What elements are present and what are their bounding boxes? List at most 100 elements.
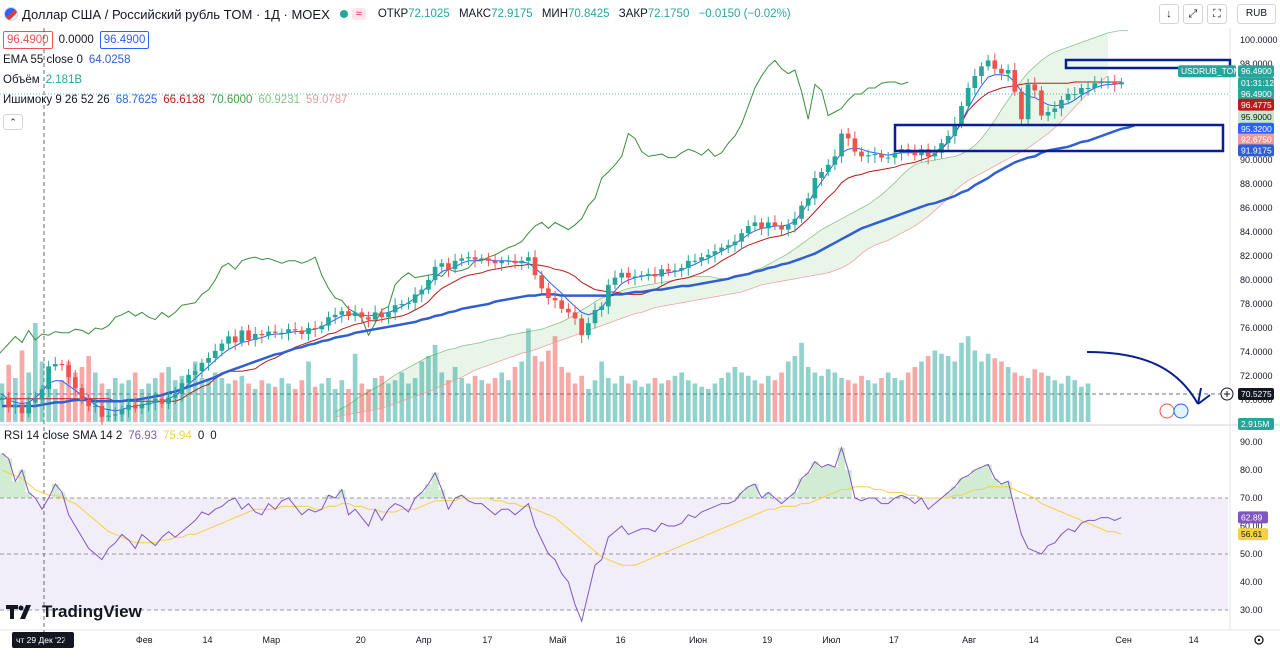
candle [339,307,345,323]
arrow-down-icon[interactable]: ↓ [1158,4,1179,24]
ichimoku-label: Ишимоку 9 26 52 26 [3,94,110,106]
ichimoku-kijun-value: 66.6138 [163,94,205,106]
candle [785,219,791,237]
candle [472,250,478,268]
symbol-title[interactable]: Доллар США / Российский рубль TOM · 1Д ·… [22,6,330,22]
volume-bar [66,361,71,422]
candle [312,320,318,337]
time-tick-label: Авг [962,635,977,645]
candle-body [19,404,25,414]
candle [252,326,258,347]
price-axis-label-bg [1238,122,1274,135]
candle-body [839,133,844,157]
indicator-lines [0,30,1136,418]
ohlc-close-label: ЗАКР [618,8,648,20]
brand-name: TradingView [42,602,142,621]
candle-body [745,226,751,234]
candle [805,192,811,211]
candle-body [132,404,138,409]
volume-bar [552,336,558,422]
candle [865,149,871,163]
time-tick-label: 16 [63,635,73,645]
volume-bar [539,361,545,422]
price-axis-label: 95.9000 [1238,110,1274,123]
currency-selector[interactable]: RUB [1236,4,1276,24]
candle-body [392,305,398,313]
rsi-axis[interactable]: 90.00 80.00 70.00 60.00 50.00 40.00 30.00 62.89… [1238,437,1268,615]
volume-bar [985,353,991,422]
volume-bar [812,372,818,422]
candle [759,218,764,235]
user-drawings[interactable] [893,58,1232,419]
ohlc-open-label: ОТКР [377,8,409,20]
rsi-tick-label: 30.00 [1240,605,1263,615]
volume-legend-row[interactable]: Объём 2.181B [3,70,348,90]
volume-bar [799,342,804,422]
volume-bar [352,353,358,422]
candle-body [939,143,944,153]
ask-price-button[interactable]: 96.4900 [99,31,150,49]
volume-bar [725,372,731,422]
candle-body [166,397,171,404]
candle [1052,101,1058,119]
time-label-bg [12,632,74,648]
expand-icon[interactable]: ⤢ [1182,4,1203,24]
volume-bar [566,372,571,422]
candle-body [592,310,598,324]
candle-body [599,306,605,310]
ohlc-high-label: МАКС [458,8,492,20]
candle-body [239,330,245,343]
candle [479,254,485,264]
candle [86,394,91,412]
candle [625,267,631,285]
price-axis[interactable]: 100.000098.000096.000094.000092.000090.0… [1178,35,1278,430]
candle [186,369,191,388]
volume-bar [286,383,291,422]
time-tick-label: Апр [416,635,432,645]
delayed-data-badge[interactable]: ≈ [351,8,366,20]
candle [639,271,644,281]
ichimoku-chikou-value: 70.6000 [210,94,253,106]
candle [212,343,218,363]
price-axis-label-bg [1238,144,1274,157]
fullscreen-icon[interactable]: ⛶ [1206,4,1227,24]
candle-body [1045,112,1051,116]
candle [292,322,298,335]
candle [12,397,18,414]
candle-body [186,374,191,384]
candle-body [925,149,931,157]
time-tick-label: 19 [762,635,772,645]
indicator-legend: 96.4900 0.0000 96.4900 EMA 55 close 0 64… [3,30,348,130]
candle-body [732,241,738,246]
add-alert-icon [1220,387,1234,401]
candle [26,396,31,418]
candle [825,159,831,177]
candle-body [725,245,731,248]
ohlc-change-value: −0.0150 (−0.02%) [698,8,791,20]
candle-body [632,276,638,278]
candle-body [119,409,125,415]
candle-body [539,275,545,289]
tradingview-logo[interactable]: TradingView [6,602,142,622]
volume-bar [592,380,598,422]
volume-bar [526,328,531,422]
ohlc-open-value: 72.1025 [408,8,450,20]
volume-bar [399,372,405,422]
time-tick-label: 17 [889,635,899,645]
bid-price-button[interactable]: 96.4900 [3,31,53,49]
candle-body [992,60,998,69]
time-tick-label: 14 [1029,635,1039,645]
collapse-legend-icon[interactable]: ⌃ [3,114,23,130]
status-pill[interactable]: ≈ [339,8,366,20]
candle [719,243,724,256]
volume-bar [366,389,371,422]
candle-body [552,298,558,301]
volume-bar [832,372,838,422]
ema-legend-row[interactable]: EMA 55 close 0 64.0258 [3,50,348,70]
ohlc-readout: ОТКР72.1025 МАКС72.9175 МИН70.8425 ЗАКР7… [378,8,797,20]
candle-body [872,154,878,156]
ichimoku-legend-row[interactable]: Ишимоку 9 26 52 26 68.7625 66.6138 70.60… [3,90,348,110]
rsi-legend[interactable]: RSI 14 close SMA 14 2 76.93 75.94 0 0 [4,430,217,442]
